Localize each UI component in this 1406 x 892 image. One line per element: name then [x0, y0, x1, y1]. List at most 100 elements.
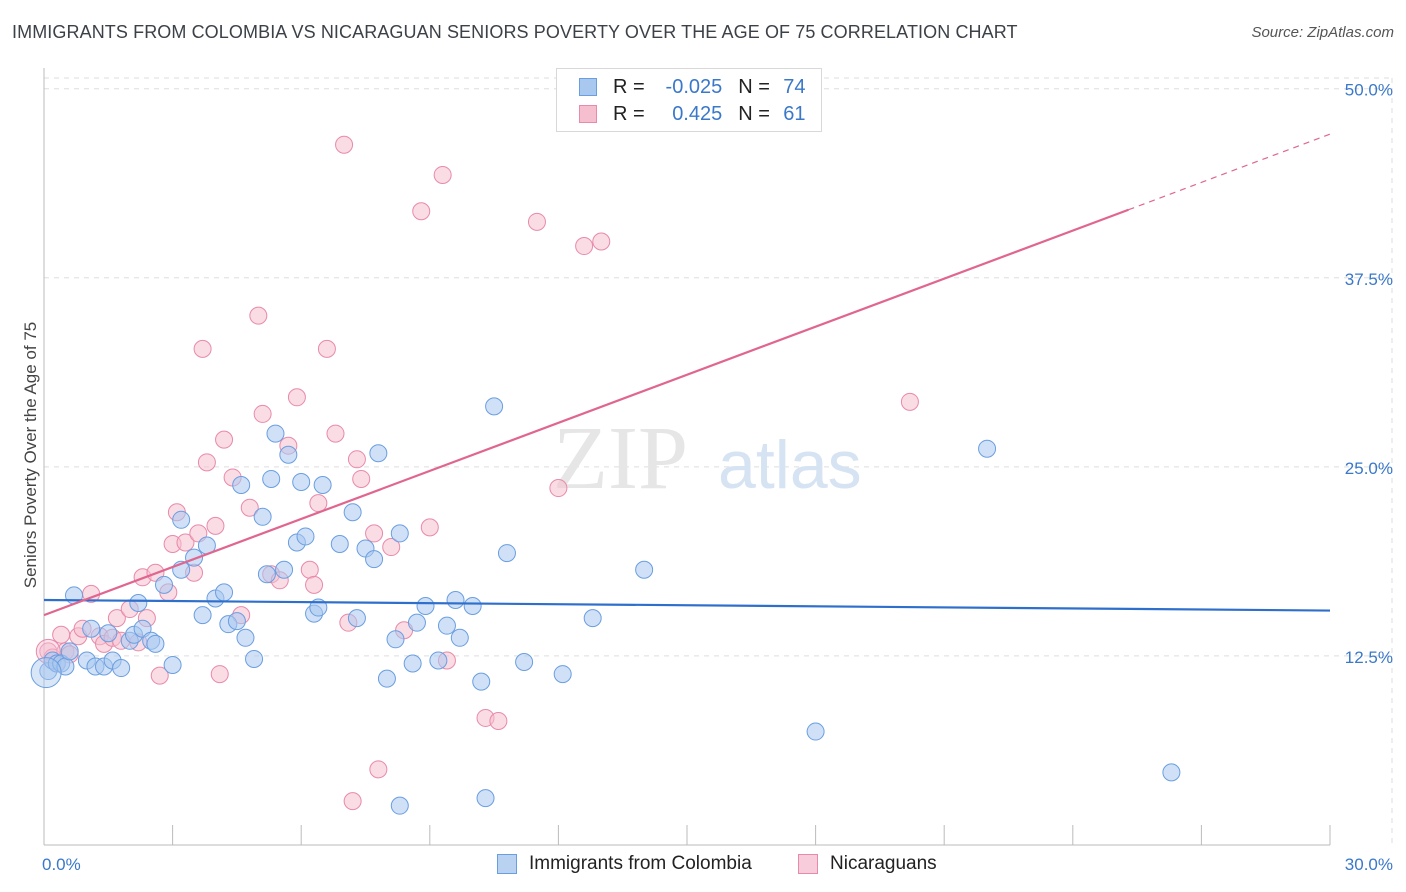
- y-tick-label: 12.5%: [1345, 648, 1393, 667]
- pink-point: [317, 339, 336, 358]
- blue-point: [365, 550, 384, 569]
- grid-lines: [44, 77, 1393, 845]
- pink-point: [176, 533, 195, 552]
- pink-point: [240, 498, 259, 517]
- blue-point: [236, 628, 255, 647]
- blue-point: [463, 597, 482, 616]
- pink-point: [382, 538, 401, 557]
- legend-n-label: N =: [738, 75, 770, 98]
- legend-row-nicaraguans: R = 0.425 N = 61: [579, 102, 806, 126]
- blue-point: [82, 619, 101, 638]
- bottom-legend-swatch-pink: [798, 854, 818, 874]
- axes: [43, 68, 1331, 846]
- pink-point: [900, 392, 919, 411]
- blue-point: [112, 659, 131, 678]
- legend-r-label: R =: [613, 102, 645, 125]
- legend-n-value: 74: [783, 75, 806, 98]
- blue-point: [978, 439, 997, 458]
- blue-point: [99, 624, 118, 643]
- y-axis-label: Seniors Poverty Over the Age of 75: [21, 322, 40, 588]
- blue-point: [227, 612, 246, 631]
- pink-point: [365, 524, 384, 543]
- source-label: Source: ZipAtlas.com: [1251, 24, 1394, 41]
- pink-point: [343, 792, 362, 811]
- legend-r-label: R =: [613, 75, 645, 98]
- blue-point: [279, 445, 298, 464]
- pink-point: [215, 430, 234, 449]
- legend-r-value: 0.425: [672, 102, 723, 125]
- pink-point: [352, 469, 371, 488]
- blue-point: [390, 524, 409, 543]
- pink-point: [527, 212, 546, 231]
- y-tick-label: 25.0%: [1345, 459, 1393, 478]
- blue-point: [215, 583, 234, 602]
- blue-point: [330, 535, 349, 554]
- pink-point: [549, 479, 568, 498]
- pink-point: [253, 404, 272, 423]
- blue-point: [446, 590, 465, 609]
- blue-point: [253, 507, 272, 526]
- pink-point: [369, 760, 388, 779]
- bottom-legend-nicaraguans: Nicaraguans: [798, 852, 937, 876]
- pink-point: [575, 237, 594, 256]
- pink-point: [206, 516, 225, 535]
- trend-lines: [43, 133, 1331, 617]
- pink-point: [326, 424, 345, 443]
- blue-point: [129, 593, 148, 612]
- pink-point: [309, 494, 328, 513]
- blue-point: [472, 672, 491, 691]
- pink-point: [489, 711, 508, 730]
- blue-point: [416, 597, 435, 616]
- pink-point: [52, 625, 71, 644]
- pink-point: [592, 232, 611, 251]
- blue-point: [386, 630, 405, 649]
- blue-point: [429, 651, 448, 670]
- blue-point: [232, 476, 251, 495]
- bottom-legend-label: Nicaraguans: [830, 853, 937, 874]
- stats-legend: R = -0.025 N = 74 R = 0.425 N = 61: [556, 68, 822, 132]
- legend-r-value: -0.025: [665, 75, 723, 98]
- legend-n-label: N =: [738, 102, 770, 125]
- blue-point: [185, 548, 204, 567]
- pink-point: [347, 450, 366, 469]
- blue-point: [172, 510, 191, 529]
- blue-point: [60, 642, 79, 661]
- blue-trend-line: [43, 598, 1331, 612]
- blue-point: [155, 575, 174, 594]
- tick-labels: 12.5% 25.0% 37.5% 50.0% 0.0% 30.0%: [42, 81, 1393, 874]
- chart-title: IMMIGRANTS FROM COLOMBIA VS NICARAGUAN S…: [12, 22, 1018, 42]
- blue-point: [476, 789, 495, 808]
- pink-point: [210, 665, 229, 684]
- pink-point: [300, 560, 319, 579]
- pink-point: [197, 453, 216, 472]
- pink-point: [412, 202, 431, 221]
- pink-point: [150, 666, 169, 685]
- blue-point: [806, 722, 825, 741]
- bottom-legend-colombia: Immigrants from Colombia: [497, 852, 752, 876]
- blue-point: [485, 397, 504, 416]
- blue-point: [450, 628, 469, 647]
- blue-point: [390, 796, 409, 815]
- blue-point: [296, 527, 315, 546]
- pink-point: [193, 339, 212, 358]
- bottom-legend-label: Immigrants from Colombia: [529, 853, 752, 874]
- blue-point: [193, 606, 212, 625]
- pink-point: [287, 388, 306, 407]
- blue-point: [275, 560, 294, 579]
- blue-point: [313, 476, 332, 495]
- blue-point: [146, 634, 165, 653]
- pink-trend-extension: [1128, 133, 1331, 211]
- blue-point: [497, 544, 516, 563]
- blue-point: [583, 609, 602, 628]
- blue-point: [30, 657, 62, 689]
- blue-point: [403, 654, 422, 673]
- watermark-atlas: atlas: [718, 427, 862, 503]
- legend-row-colombia: R = -0.025 N = 74: [579, 75, 806, 99]
- blue-point: [1162, 763, 1181, 782]
- blue-point: [343, 503, 362, 522]
- blue-point: [515, 652, 534, 671]
- blue-point: [266, 424, 285, 443]
- x-tick-label: 0.0%: [42, 855, 81, 874]
- blue-point: [635, 560, 654, 579]
